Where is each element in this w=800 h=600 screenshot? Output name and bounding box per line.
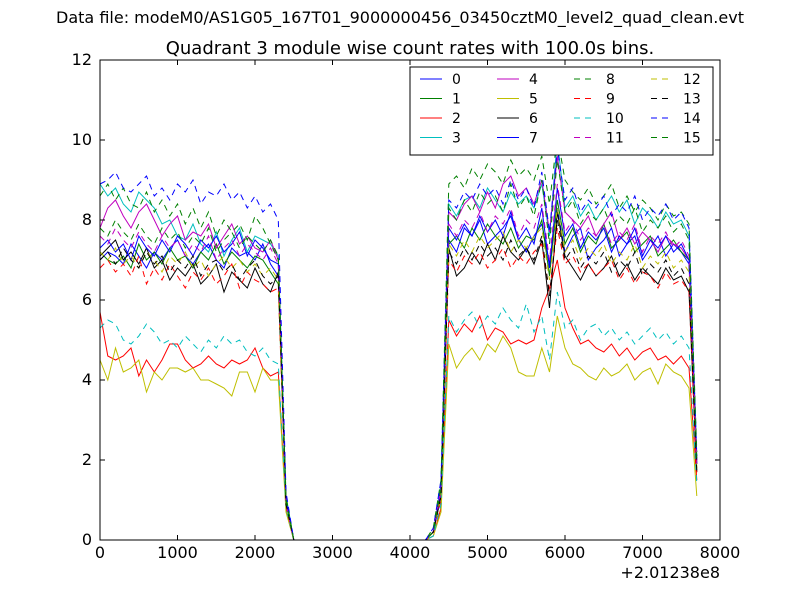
series-line-2: [99, 259, 698, 541]
y-tick-label: 0: [82, 530, 92, 549]
series-line-9: [99, 227, 698, 541]
series-line-13: [99, 219, 698, 541]
plot-series-group: [99, 135, 698, 541]
x-tick-label: 0: [95, 543, 105, 562]
legend-label-11: 11: [606, 131, 624, 147]
x-tick-label: 5000: [467, 543, 508, 562]
series-line-15: [99, 159, 698, 541]
y-tick-label: 8: [82, 210, 92, 229]
legend-label-4: 4: [529, 72, 538, 88]
y-tick-label: 10: [72, 130, 92, 149]
legend-label-2: 2: [452, 111, 461, 127]
legend-label-9: 9: [606, 92, 615, 108]
legend-label-15: 15: [683, 131, 701, 147]
y-tick-label: 4: [82, 370, 92, 389]
y-tick-label: 2: [82, 450, 92, 469]
legend-label-0: 0: [452, 72, 461, 88]
series-line-5: [99, 315, 698, 541]
series-line-14: [99, 147, 698, 541]
series-line-0: [99, 207, 698, 541]
legend-label-3: 3: [452, 131, 461, 147]
legend-label-14: 14: [683, 111, 701, 127]
legend-box: [409, 66, 714, 156]
x-tick-label: 8000: [700, 543, 741, 562]
legend-label-10: 10: [606, 111, 624, 127]
legend-label-1: 1: [452, 92, 461, 108]
series-line-8: [99, 135, 698, 541]
y-tick-label: 12: [72, 50, 92, 69]
figure-suptitle: Data file: modeM0/AS1G05_167T01_90000004…: [56, 8, 744, 27]
series-line-12: [99, 207, 698, 541]
legend-label-5: 5: [529, 92, 538, 108]
legend-label-7: 7: [529, 131, 538, 147]
legend-label-12: 12: [683, 72, 701, 88]
series-line-10: [99, 291, 698, 541]
x-tick-label: 6000: [545, 543, 586, 562]
axis-ticks: 0 1000 2000 3000 4000 5000 6000 7000 80000246810…: [72, 50, 741, 562]
legend-label-13: 13: [683, 92, 701, 108]
x-tick-label: 7000: [622, 543, 663, 562]
x-tick-label: 4000: [390, 543, 431, 562]
y-tick-label: 6: [82, 290, 92, 309]
x-tick-label: 1000: [157, 543, 198, 562]
chart-title: Quadrant 3 module wise count rates with …: [166, 38, 655, 59]
x-tick-label: 2000: [235, 543, 276, 562]
x-tick-label: 3000: [312, 543, 353, 562]
legend-label-8: 8: [606, 72, 615, 88]
legend-label-6: 6: [529, 111, 538, 127]
x-offset-label: +2.01238e8: [620, 563, 720, 582]
